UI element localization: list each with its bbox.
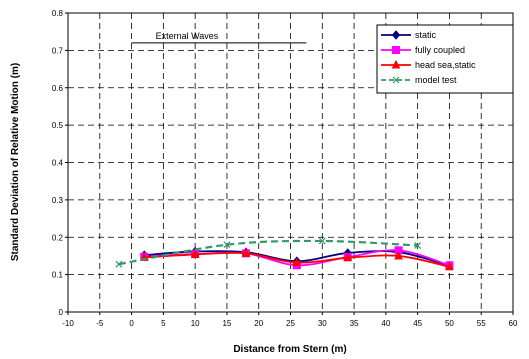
- x-tick-label: 60: [509, 319, 518, 328]
- data-point: [343, 252, 353, 262]
- x-tick-label: 45: [413, 319, 422, 328]
- data-point-stroke: [414, 242, 422, 249]
- legend-entry: static: [381, 30, 437, 40]
- x-tick-label: 40: [381, 319, 390, 328]
- legend-entry: model test: [381, 75, 457, 85]
- data-point: [394, 250, 403, 260]
- legend-label: model test: [415, 75, 457, 85]
- data-point: [318, 237, 326, 245]
- x-tick-label: 0: [129, 319, 134, 328]
- grid: [68, 13, 513, 312]
- data-point: [115, 260, 123, 268]
- x-tick-label: 25: [286, 319, 295, 328]
- y-axis-label: Standard Deviation of Relative Motion (m…: [10, 63, 21, 261]
- x-axis-ticks: -10 -5 0 5 10 15 20 25 30 35 40 45 50 55 60: [62, 312, 518, 328]
- y-tick-label: 0.5: [52, 121, 64, 130]
- series-lines: [115, 237, 454, 271]
- external-waves-label: External Waves: [156, 31, 219, 41]
- data-point-stroke: [115, 260, 123, 268]
- x-tick-label: 5: [161, 319, 166, 328]
- data-point: [241, 248, 251, 257]
- x-tick-label: 50: [445, 319, 454, 328]
- x-tick-label: -5: [96, 319, 104, 328]
- data-point: [190, 249, 200, 258]
- y-tick-label: 0.3: [52, 196, 64, 205]
- data-point: [445, 261, 454, 271]
- x-tick-label: 10: [191, 319, 200, 328]
- data-point-stroke: [392, 76, 400, 84]
- data-point-stroke: [318, 237, 326, 245]
- y-tick-label: 0.4: [52, 159, 64, 168]
- series-model-test: [115, 237, 422, 268]
- legend-entry: head sea,static: [381, 59, 476, 70]
- y-tick-label: 0.2: [52, 233, 64, 242]
- series-line: [118, 239, 418, 266]
- y-tick-label: 0.8: [52, 9, 64, 18]
- x-tick-label: 15: [222, 319, 231, 328]
- x-tick-label: 30: [318, 319, 327, 328]
- y-tick-label: 0.7: [52, 46, 64, 55]
- legend-label: static: [415, 30, 437, 40]
- legend: static fully coupled head sea,static model …: [376, 24, 514, 94]
- y-tick-label: 0: [59, 308, 64, 317]
- x-tick-label: -10: [62, 319, 74, 328]
- y-tick-label: 0.6: [52, 84, 64, 93]
- data-point: [392, 76, 400, 84]
- data-point: [392, 46, 400, 54]
- legend-box: [376, 24, 514, 94]
- data-point: [414, 242, 422, 249]
- data-point-stroke: [223, 241, 231, 249]
- legend-entry: fully coupled: [381, 45, 465, 55]
- legend-label: head sea,static: [415, 60, 476, 70]
- x-tick-label: 55: [477, 319, 486, 328]
- x-tick-label: 20: [254, 319, 263, 328]
- data-point: [391, 59, 401, 69]
- series-head-sea-static: [139, 248, 454, 271]
- y-axis-ticks: 0 0.1 0.2 0.3 0.4 0.5 0.6 0.7 0.8: [52, 9, 68, 317]
- legend-label: fully coupled: [415, 45, 465, 55]
- x-tick-label: 35: [350, 319, 359, 328]
- data-point: [391, 30, 401, 40]
- data-point: [223, 241, 231, 249]
- annotations: External Waves: [131, 31, 307, 44]
- y-tick-label: 0.1: [52, 271, 64, 280]
- data-point: [292, 257, 302, 267]
- x-axis-label: Distance from Stern (m): [233, 344, 346, 355]
